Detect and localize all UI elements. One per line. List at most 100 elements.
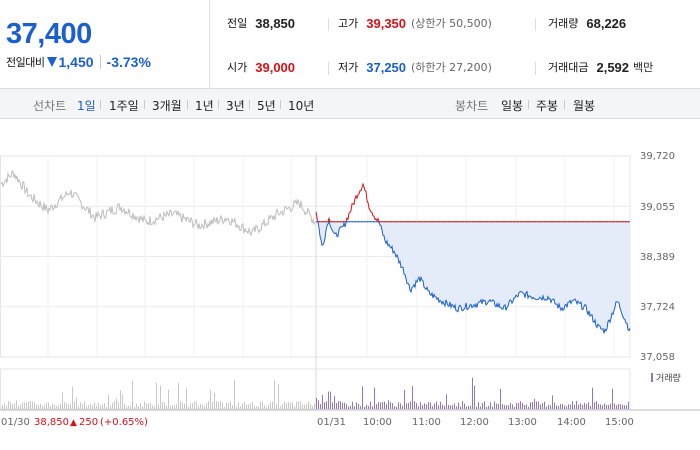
volume-bar <box>218 401 219 409</box>
volume-bar <box>328 391 329 409</box>
volume-bar <box>314 403 315 409</box>
volume-bar <box>464 403 465 409</box>
volume-stat: 거래량 68,226 <box>548 15 626 31</box>
period-1-week[interactable]: 1주일 <box>109 99 139 113</box>
volume-bar <box>424 403 425 409</box>
volume-bar <box>192 403 193 409</box>
volume-bar <box>340 401 341 409</box>
volume-bar <box>460 406 461 409</box>
volume-bar <box>368 405 369 409</box>
period-1-year[interactable]: 1년 <box>195 99 214 113</box>
candle-monthly[interactable]: 월봉 <box>573 99 596 113</box>
volume-bar <box>380 402 381 409</box>
volume-bar <box>508 405 509 409</box>
chart-period-toolbar: 선차트 1일 1주일 3개월 1년 3년 5년 10년 봉차트 일봉 주봉 월봉 <box>0 89 700 119</box>
volume-bar <box>62 392 63 409</box>
volume-bar <box>32 401 33 409</box>
volume-bar <box>382 402 383 409</box>
volume-bar <box>620 404 621 409</box>
volume-bar <box>426 404 427 409</box>
volume-bar <box>624 405 625 409</box>
volume-bar <box>502 404 503 409</box>
volume-bar <box>596 401 597 409</box>
volume-bar <box>514 406 515 409</box>
divider <box>528 100 529 109</box>
volume-bar <box>188 406 189 409</box>
volume-bar <box>536 401 537 409</box>
period-10-years[interactable]: 10년 <box>288 99 315 113</box>
volume-bar <box>522 402 523 409</box>
volume-bar <box>10 402 11 409</box>
volume-bar <box>74 401 75 409</box>
volume-bar <box>512 404 513 409</box>
volume-bar <box>300 401 301 409</box>
volume-bar <box>114 401 115 409</box>
volume-bar <box>332 402 333 409</box>
volume-bar <box>44 405 45 409</box>
candle-daily[interactable]: 일봉 <box>501 99 524 113</box>
volume-bar <box>372 406 373 409</box>
change-percent: -3.73% <box>106 54 151 70</box>
volume-bar <box>482 403 483 409</box>
up-triangle-icon: ▲ <box>70 418 77 428</box>
prev-close-stat: 전일 38,850 <box>227 15 295 31</box>
x-tick-label: 15:00 <box>605 417 634 428</box>
intraday-price-chart: 39,720 39,055 38,389 37,724 37,058 거래량 0… <box>0 120 700 450</box>
divider <box>280 100 281 109</box>
x-tick-label: 10:00 <box>363 417 392 428</box>
lower-limit-note: (하한가 27,200) <box>411 61 492 74</box>
volume-bar <box>370 401 371 409</box>
volume-bar <box>174 405 175 409</box>
volume-bar <box>310 404 311 409</box>
period-5-years[interactable]: 5년 <box>257 99 276 113</box>
volume-bar <box>262 401 263 409</box>
candle-chart-label: 봉차트 <box>455 99 489 113</box>
volume-bar <box>250 403 251 409</box>
volume-bar <box>162 402 163 409</box>
volume-bar <box>136 403 137 409</box>
volume-bar <box>68 404 69 409</box>
volume-bar <box>488 405 489 409</box>
volume-bar <box>242 403 243 409</box>
x-tick-label: 13:00 <box>508 417 537 428</box>
volume-bar <box>456 406 457 409</box>
volume-bar <box>98 402 99 409</box>
volume-bar <box>466 406 467 409</box>
x-tick-label: 14:00 <box>557 417 586 428</box>
prev-session-change-pct: (+0.65%) <box>100 417 148 428</box>
volume-bar <box>20 404 21 409</box>
period-3-months[interactable]: 3개월 <box>152 99 182 113</box>
volume-bar <box>58 405 59 409</box>
volume-bar <box>96 405 97 409</box>
period-1-day[interactable]: 1일 <box>77 99 96 113</box>
volume-bar <box>384 401 385 409</box>
volume-bar <box>54 404 55 409</box>
low-label: 저가 <box>338 61 359 74</box>
y-tick-label: 37,724 <box>640 302 675 313</box>
volume-bar <box>112 402 113 409</box>
volume-bar <box>316 398 317 409</box>
volume-bar <box>320 403 321 409</box>
volume-bar <box>158 404 159 409</box>
volume-bar <box>608 404 609 409</box>
volume-bar <box>582 404 583 409</box>
volume-bar <box>298 401 299 409</box>
divider <box>249 100 250 109</box>
high-stat: 고가 39,350 (상한가 50,500) <box>338 15 492 31</box>
period-3-years[interactable]: 3년 <box>226 99 245 113</box>
volume-bar <box>80 402 81 409</box>
divider <box>535 62 536 75</box>
volume-bar <box>278 383 279 409</box>
volume-panel-border <box>0 368 631 410</box>
volume-bar <box>82 404 83 409</box>
volume-bar <box>6 405 7 409</box>
candle-weekly[interactable]: 주봉 <box>536 99 559 113</box>
volume-bar <box>144 401 145 409</box>
volume-bar <box>270 402 271 409</box>
change-amount: 1,450 <box>58 54 94 70</box>
volume-bar <box>480 406 481 409</box>
volume-bar <box>176 404 177 409</box>
volume-bar <box>570 404 571 409</box>
volume-bar <box>268 405 269 409</box>
volume-bar <box>198 405 199 409</box>
